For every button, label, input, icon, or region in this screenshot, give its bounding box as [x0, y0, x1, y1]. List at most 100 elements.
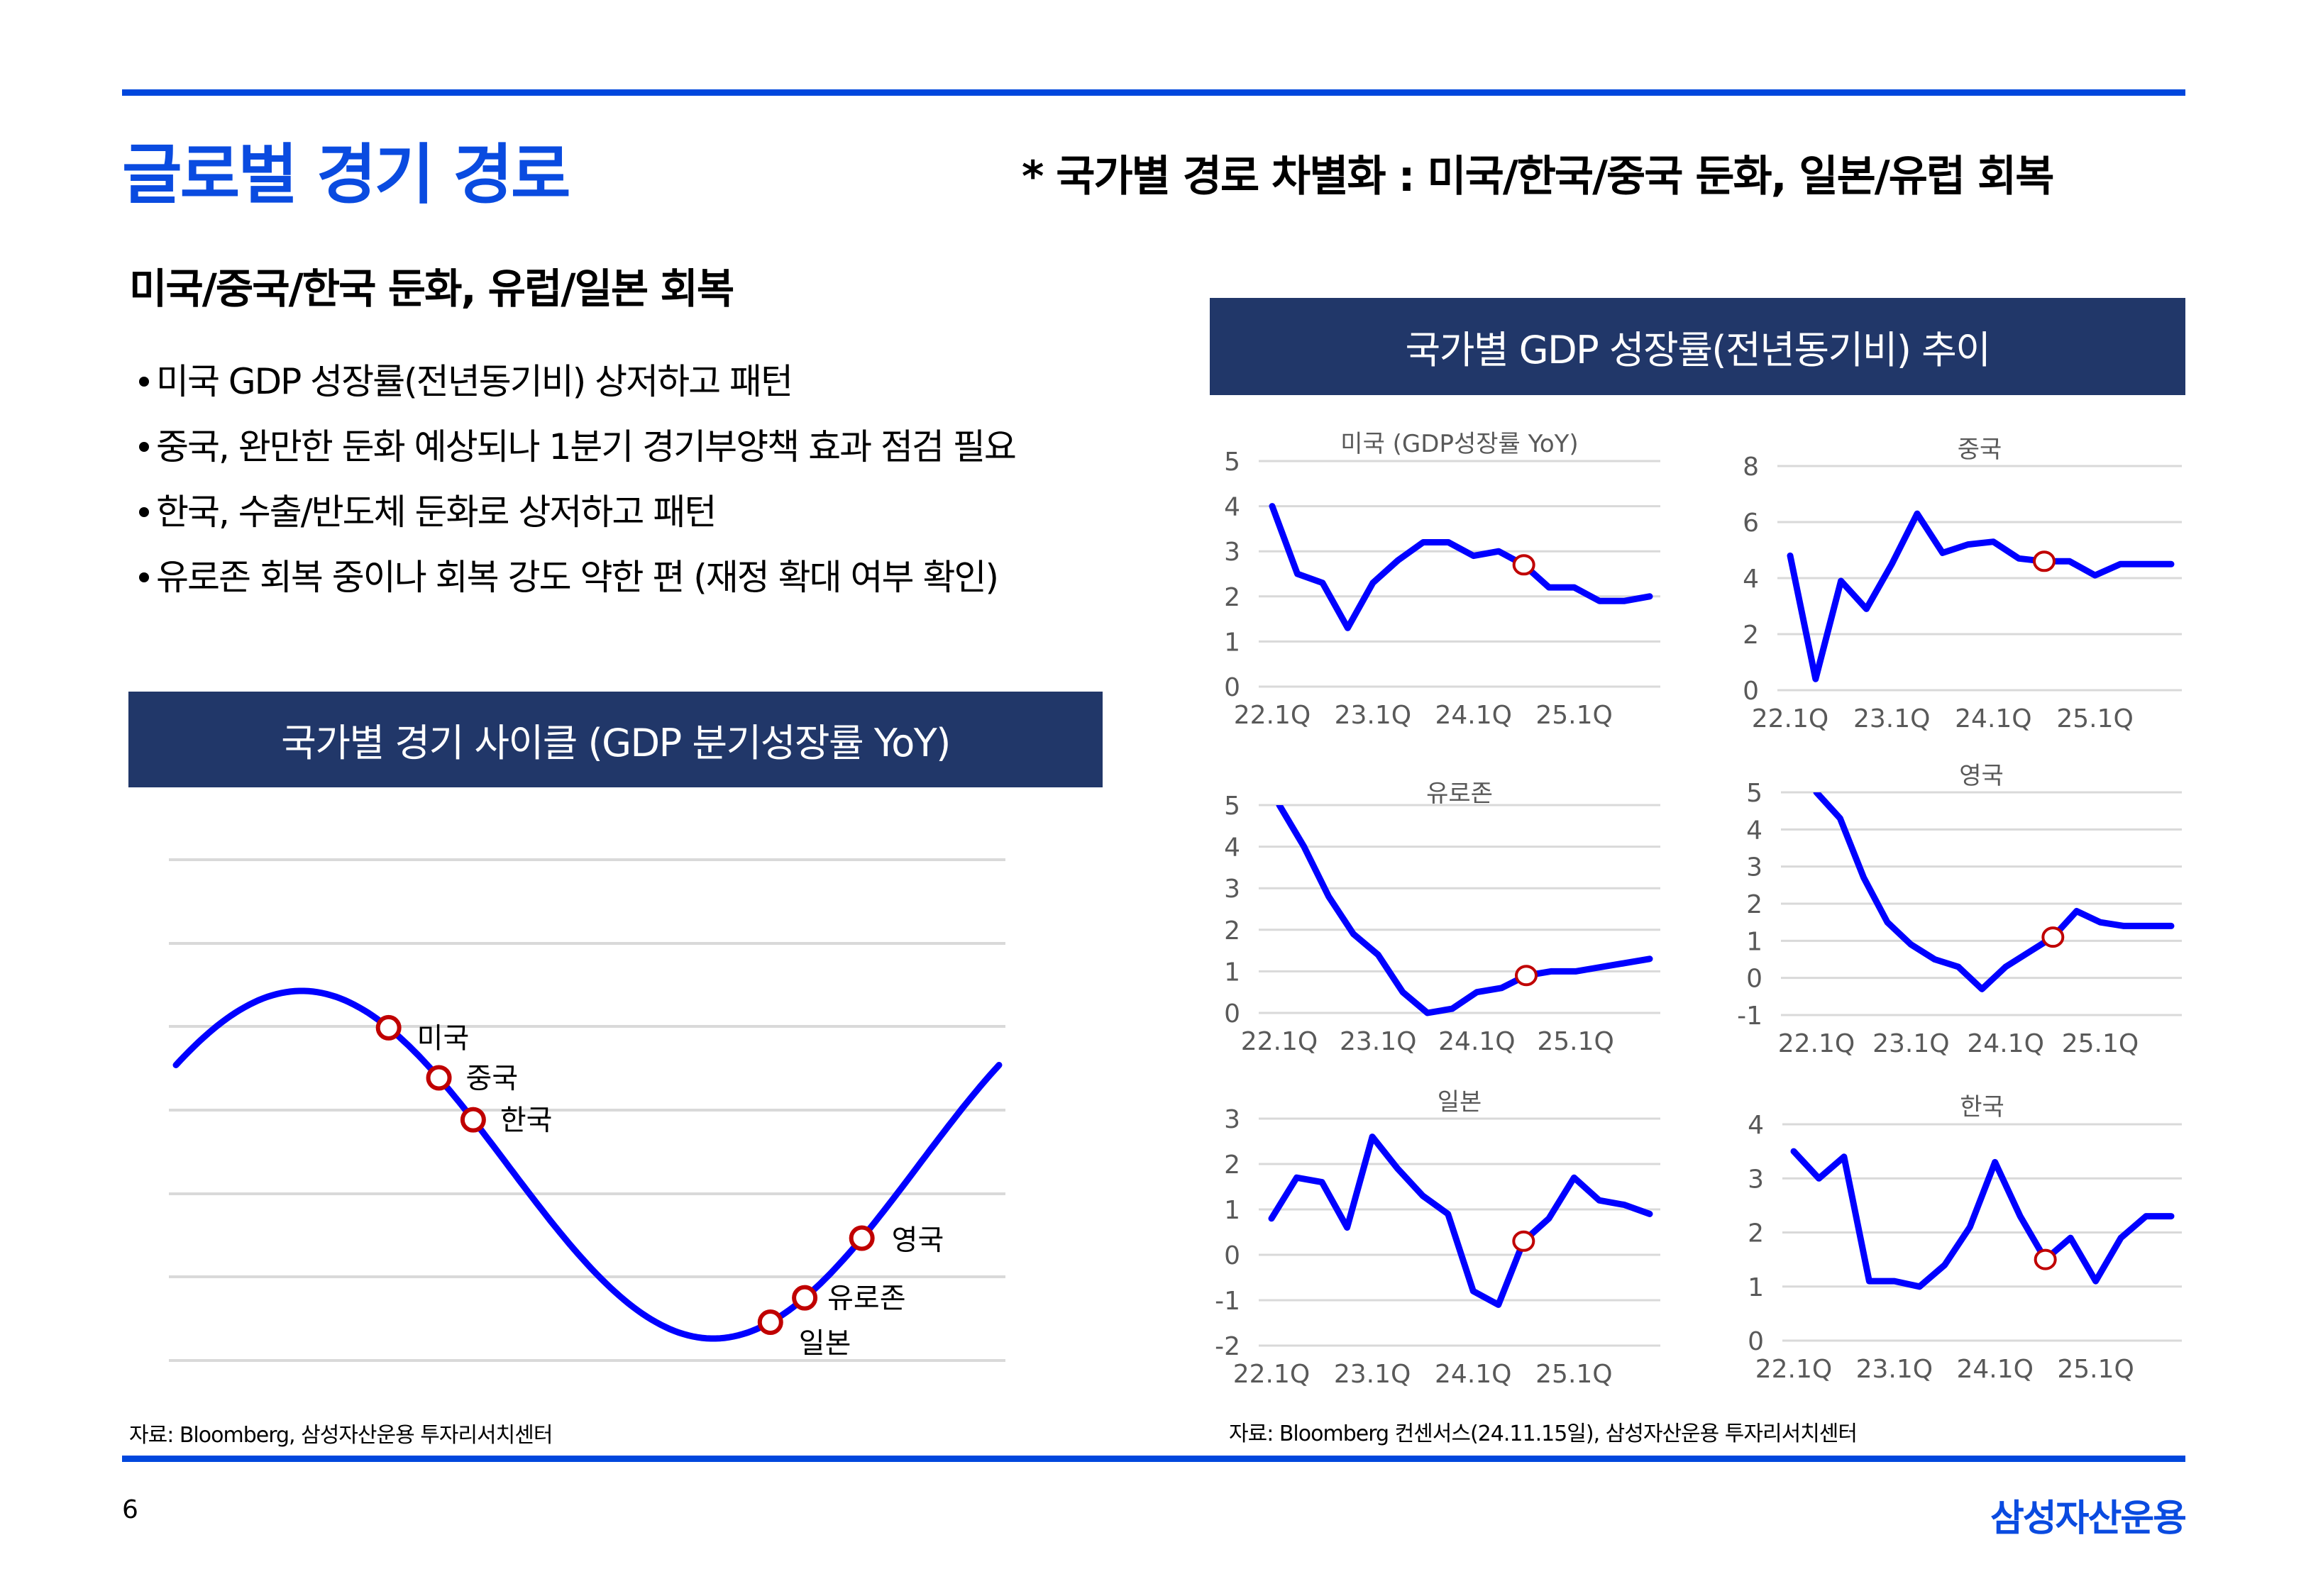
- y-tick-label: 0: [1224, 1241, 1240, 1270]
- y-tick-label: 4: [1748, 1111, 1764, 1140]
- top-rule: [122, 89, 2185, 96]
- cycle-label: 일본: [799, 1327, 851, 1360]
- series-line: [1268, 1134, 1653, 1308]
- y-tick-label: 1: [1748, 1273, 1764, 1302]
- gdp-trend-banner: 국가별 GDP 성장률(전년동기비) 추이: [1210, 298, 2185, 395]
- bullet-text: 유로존 회복 중이나 회복 강도 약한 편 (재정 확대 여부 확인): [156, 557, 999, 598]
- bullet-list: 미국 GDP 성장률(전년동기비) 상저하고 패턴 중국, 완만한 둔화 예상되…: [139, 349, 1017, 610]
- y-tick-label: 2: [1224, 583, 1240, 612]
- cycle-chart-banner: 국가별 경기 사이클 (GDP 분기성장률 YoY): [128, 692, 1103, 787]
- y-tick-label: 3: [1746, 853, 1762, 882]
- series-line: [1790, 1148, 2175, 1290]
- y-tick-label: 3: [1224, 538, 1240, 567]
- cycle-marker: [460, 1107, 486, 1133]
- bullet-item: 유로존 회복 중이나 회복 강도 약한 편 (재정 확대 여부 확인): [139, 545, 1015, 610]
- y-tick-label: -1: [1737, 1002, 1762, 1031]
- bullet-item: 한국, 수출/반도체 둔화로 상저하고 패턴: [139, 480, 1015, 545]
- y-tick-label: 2: [1748, 1219, 1764, 1248]
- series-line: [1813, 792, 2175, 992]
- chart-title: 한국: [1960, 1093, 2004, 1121]
- y-tick-label: 0: [1746, 965, 1762, 994]
- bullet-dot-icon: [139, 376, 149, 387]
- x-tick-label: 24.1Q: [1967, 1029, 2044, 1058]
- chart-title: 영국: [1959, 763, 2004, 790]
- cycle-chart-title: 국가별 경기 사이클 (GDP 분기성장률 YoY): [281, 721, 951, 765]
- cycle-marker: [426, 1065, 452, 1091]
- x-tick-label: 24.1Q: [1435, 701, 1512, 730]
- current-quarter-marker: [1512, 554, 1535, 576]
- current-quarter-marker: [1512, 1230, 1535, 1252]
- y-tick-label: 5: [1746, 779, 1762, 808]
- y-tick-label: 4: [1746, 816, 1762, 845]
- x-tick-label: 22.1Q: [1755, 1355, 1833, 1384]
- cycle-label: 중국: [466, 1063, 519, 1095]
- y-tick-label: 2: [1224, 916, 1240, 946]
- x-tick-label: 24.1Q: [1955, 704, 2032, 733]
- bullet-item: 미국 GDP 성장률(전년동기비) 상저하고 패턴: [139, 349, 1015, 414]
- header-note: * 국가별 경로 차별화 : 미국/한국/중국 둔화, 일본/유럽 회복: [1022, 152, 2054, 201]
- cycle-label: 한국: [500, 1104, 553, 1137]
- gdp-chart-japan: 일본 -2 -1 0 1 2 3 22.1Q 23.1Q 24.1Q 25.1Q: [1215, 1088, 1660, 1389]
- y-tick-label: 1: [1224, 628, 1240, 657]
- y-tick-label: 4: [1224, 493, 1240, 522]
- chart-title: 미국 (GDP성장률 YoY): [1340, 430, 1578, 458]
- y-tick-label: 5: [1224, 448, 1240, 477]
- page-number: 6: [122, 1495, 138, 1524]
- y-tick-label: 3: [1224, 875, 1240, 904]
- gdp-chart-eurozone: 유로존 0 1 2 3 4 5 22.1Q 23.1Q 24.1Q 25.1Q: [1224, 780, 1660, 1056]
- gdp-chart-uk: 영국 -1 0 1 2 3 4 5 22.1Q 23.1Q 24.1Q 25.1Q: [1737, 763, 2182, 1058]
- current-quarter-marker: [2041, 926, 2065, 948]
- series-line: [1269, 503, 1653, 631]
- left-source-note: 자료: Bloomberg, 삼성자산운용 투자리서치센터: [129, 1423, 553, 1448]
- x-tick-label: 25.1Q: [2057, 1355, 2134, 1384]
- y-tick-label: 2: [1746, 890, 1762, 919]
- x-tick-label: 24.1Q: [1438, 1027, 1515, 1056]
- chart-title: 일본: [1438, 1088, 1482, 1116]
- section-subheading: 미국/중국/한국 둔화, 유럽/일본 회복: [129, 265, 734, 313]
- y-tick-label: 6: [1743, 509, 1759, 538]
- x-tick-label: 24.1Q: [1956, 1355, 2034, 1384]
- cycle-marker: [849, 1225, 875, 1251]
- cycle-label: 미국: [417, 1022, 470, 1055]
- x-tick-label: 25.1Q: [1535, 701, 1613, 730]
- x-tick-label: 25.1Q: [2062, 1029, 2139, 1058]
- gdp-trend-title: 국가별 GDP 성장률(전년동기비) 추이: [1405, 328, 1991, 372]
- current-quarter-marker: [1515, 965, 1538, 987]
- x-tick-label: 22.1Q: [1233, 1360, 1311, 1389]
- bullet-item: 중국, 완만한 둔화 예상되나 1분기 경기부양책 효과 점검 필요: [139, 414, 1017, 480]
- y-tick-label: 0: [1743, 677, 1759, 706]
- gdp-chart-us: 미국 (GDP성장률 YoY) 0 1 2 3 4 5 22.1Q 23.1Q 24.1Q 25.1…: [1224, 430, 1660, 730]
- right-source-note: 자료: Bloomberg 컨센서스(24.11.15일), 삼성자산운용 투자…: [1229, 1422, 1858, 1446]
- y-tick-label: 2: [1743, 621, 1759, 650]
- cycle-marker: [375, 1014, 402, 1041]
- cycle-marker: [757, 1309, 783, 1336]
- x-tick-label: 23.1Q: [1335, 701, 1412, 730]
- cycle-label: 유로존: [827, 1282, 905, 1315]
- x-tick-label: 22.1Q: [1241, 1027, 1318, 1056]
- y-tick-label: 8: [1743, 453, 1759, 482]
- y-tick-label: 4: [1224, 833, 1240, 863]
- current-quarter-marker: [2034, 1248, 2057, 1270]
- y-tick-label: -1: [1215, 1287, 1240, 1316]
- y-tick-label: 0: [1748, 1327, 1764, 1356]
- series-line: [1276, 805, 1653, 1016]
- x-tick-label: 23.1Q: [1872, 1029, 1950, 1058]
- bullet-text: 한국, 수출/반도체 둔화로 상저하고 패턴: [156, 492, 717, 533]
- bullet-dot-icon: [139, 506, 149, 517]
- gdp-chart-china: 중국 0 2 4 6 8 22.1Q 23.1Q 24.1Q 25.1Q: [1743, 436, 2182, 733]
- y-tick-label: 0: [1224, 673, 1240, 702]
- bullet-text: 중국, 완만한 둔화 예상되나 1분기 경기부양책 효과 점검 필요: [156, 426, 1017, 467]
- chart-title: 중국: [1958, 436, 2002, 464]
- x-tick-label: 25.1Q: [1537, 1027, 1614, 1056]
- x-tick-label: 23.1Q: [1334, 1360, 1411, 1389]
- y-tick-label: 1: [1224, 958, 1240, 987]
- gdp-chart-korea: 한국 0 1 2 3 4 22.1Q 23.1Q 24.1Q 25.1Q: [1748, 1093, 2182, 1384]
- x-tick-label: 22.1Q: [1752, 704, 1829, 733]
- x-tick-label: 23.1Q: [1853, 704, 1931, 733]
- bullet-dot-icon: [139, 572, 149, 582]
- company-logo: 삼성자산운용: [1990, 1497, 2187, 1540]
- y-tick-label: 1: [1746, 927, 1762, 956]
- chart-title: 유로존: [1426, 780, 1493, 808]
- x-tick-label: 25.1Q: [1535, 1360, 1613, 1389]
